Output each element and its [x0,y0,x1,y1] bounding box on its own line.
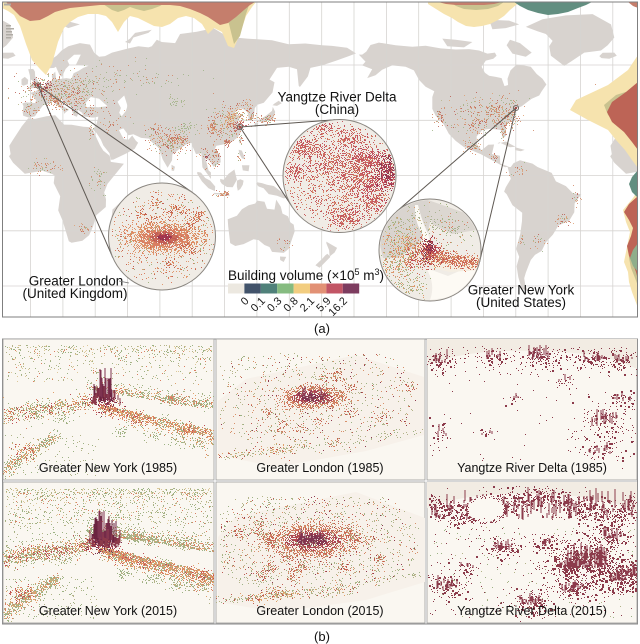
svg-text:Greater New York (2015): Greater New York (2015) [39,604,177,618]
svg-text:Building volume (×105 m3): Building volume (×105 m3) [228,267,384,283]
svg-text:(a): (a) [314,321,330,336]
svg-text:Greater New York (1985): Greater New York (1985) [39,461,177,475]
svg-text:Yangtze River Delta (2015): Yangtze River Delta (2015) [457,604,607,618]
svg-text:Yangtze River Delta: Yangtze River Delta [277,90,397,105]
svg-text:(United Kingdom): (United Kingdom) [22,286,127,301]
svg-text:Greater London (1985): Greater London (1985) [256,461,383,475]
svg-text:(b): (b) [314,629,330,644]
svg-text:Greater New York: Greater New York [468,283,575,298]
svg-text:Yangtze River Delta (1985): Yangtze River Delta (1985) [457,461,607,475]
svg-text:(China): (China) [315,102,359,117]
svg-text:Greater London (2015): Greater London (2015) [256,604,383,618]
svg-text:Greater London: Greater London [29,274,124,289]
svg-text:(United States): (United States) [476,295,566,310]
